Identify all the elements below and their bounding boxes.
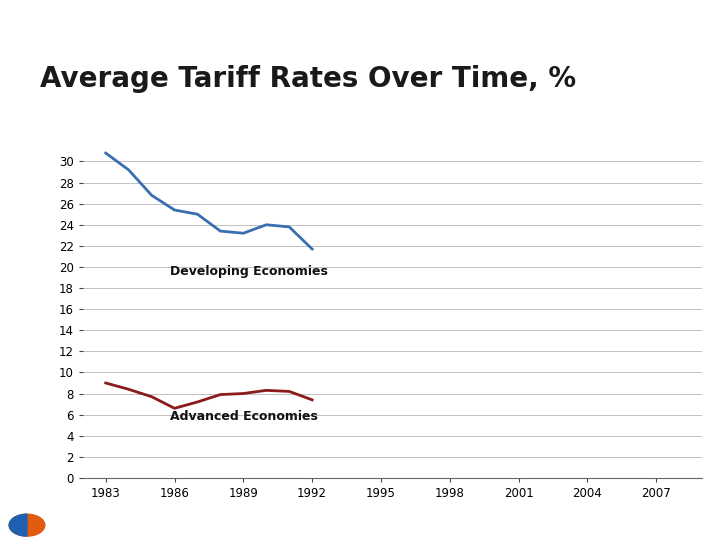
Wedge shape	[16, 518, 27, 532]
Text: Developing Economies: Developing Economies	[170, 265, 328, 279]
Wedge shape	[27, 518, 38, 532]
Circle shape	[9, 514, 45, 536]
Wedge shape	[9, 514, 27, 536]
Text: Average Tariff Rates Over Time, %: Average Tariff Rates Over Time, %	[40, 65, 576, 93]
Text: Advanced Economies: Advanced Economies	[170, 410, 318, 423]
